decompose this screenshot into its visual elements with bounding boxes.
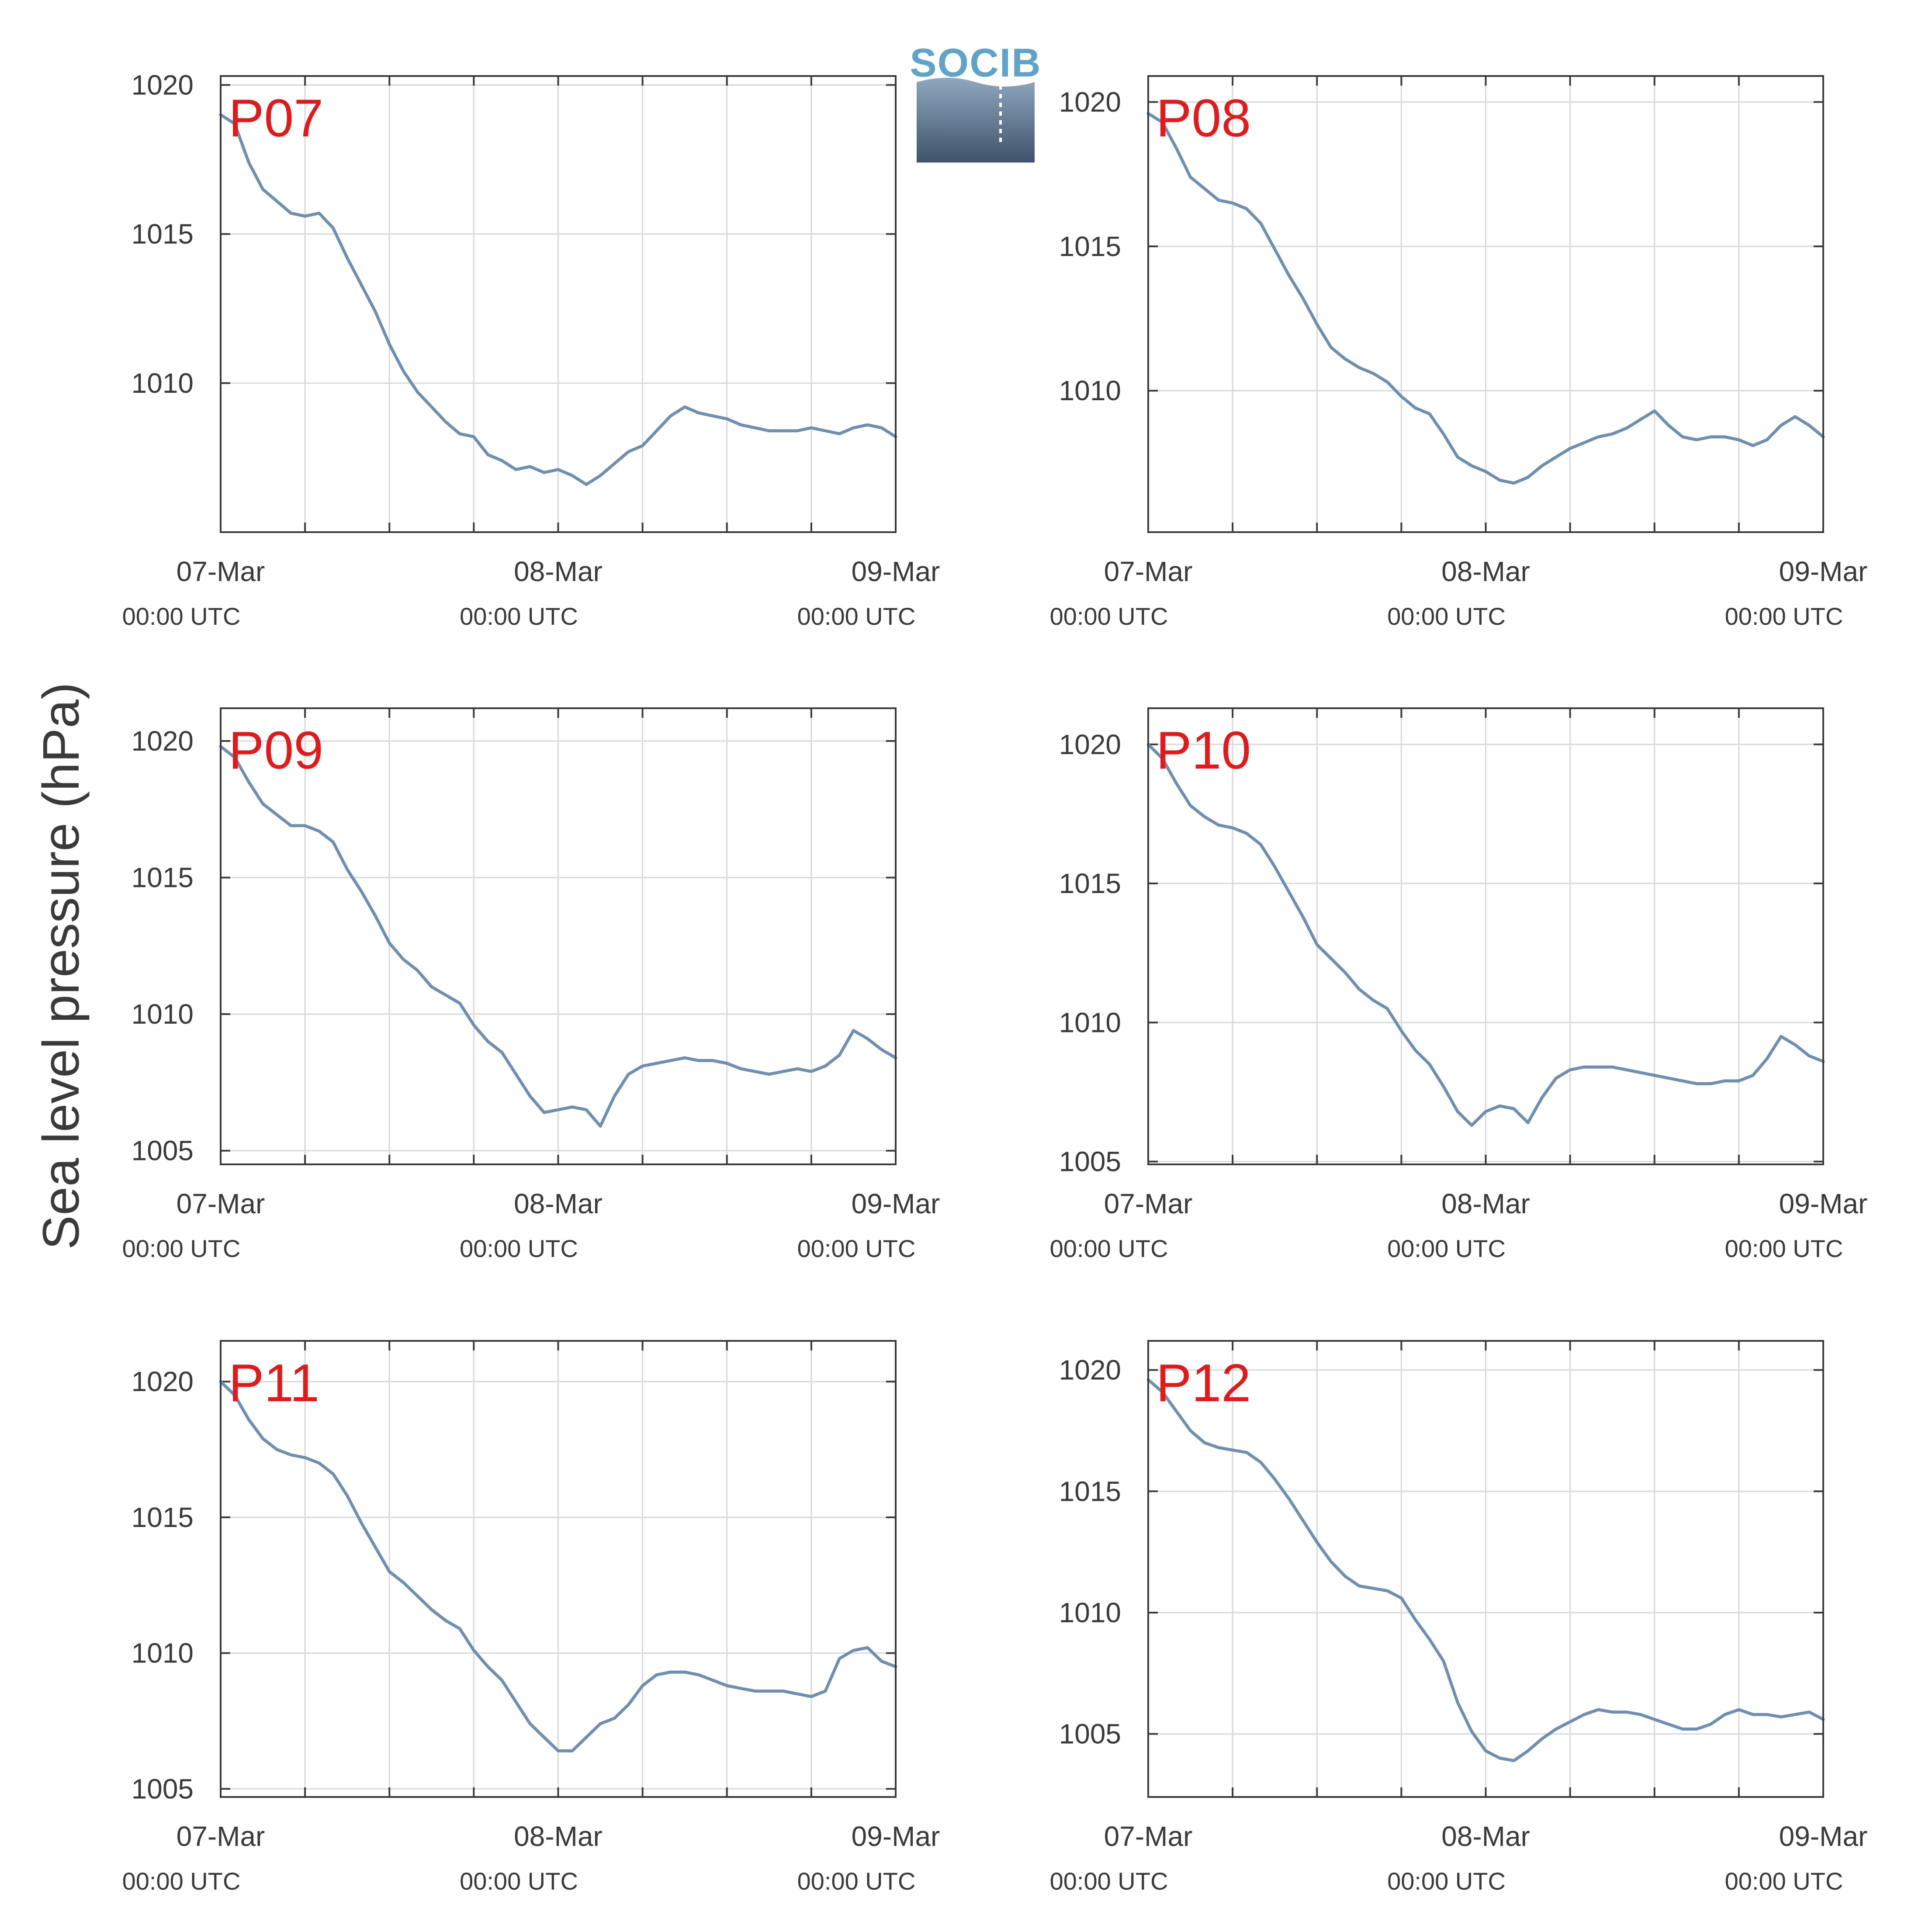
plot-frame xyxy=(220,1340,897,1798)
y-axis-label: Sea level pressure (hPa) xyxy=(32,682,90,1250)
x-tick-label: 07-Mar xyxy=(177,1188,265,1219)
panel-label-p07: P07 xyxy=(229,88,323,148)
x-tick-label: 08-Mar xyxy=(514,1188,603,1219)
x-tick-sublabel: 00:00 UTC xyxy=(1387,602,1506,630)
x-tick-label: 08-Mar xyxy=(1441,1821,1530,1852)
y-tick-label: 1020 xyxy=(1059,729,1121,760)
series-line-p10 xyxy=(1146,743,1825,1127)
series-line-p07 xyxy=(219,113,897,486)
y-tick-label: 1015 xyxy=(1059,1475,1121,1507)
x-tick-label: 07-Mar xyxy=(177,556,265,587)
x-tick-sublabel: 00:00 UTC xyxy=(797,602,916,630)
y-tick-label: 1020 xyxy=(132,725,194,757)
panel-label-p09: P09 xyxy=(229,720,323,780)
series-line-p09 xyxy=(219,745,897,1128)
x-tick-label: 07-Mar xyxy=(1104,556,1193,587)
x-tick-sublabel: 00:00 UTC xyxy=(1050,1867,1168,1895)
x-tick-label: 08-Mar xyxy=(514,556,603,587)
x-tick-sublabel: 00:00 UTC xyxy=(122,1867,241,1895)
x-tick-label: 08-Mar xyxy=(1441,556,1530,587)
x-tick-label: 07-Mar xyxy=(1104,1821,1193,1852)
x-tick-sublabel: 00:00 UTC xyxy=(1725,1235,1843,1262)
plot-frame xyxy=(220,75,897,533)
plot-frame xyxy=(1147,75,1824,533)
y-tick-label: 1005 xyxy=(1059,1718,1121,1750)
panel-label-p11: P11 xyxy=(229,1353,319,1413)
y-tick-label: 1005 xyxy=(132,1135,194,1167)
panel-p12: 1005 1010 1015 1020 07-Mar 00:00 UTC 08-Mar 00:… xyxy=(1050,1340,1868,1895)
y-tick-label: 1020 xyxy=(1059,86,1121,118)
y-tick-label: 1005 xyxy=(1059,1146,1121,1177)
x-tick-label: 09-Mar xyxy=(852,1188,940,1219)
series-line-p12 xyxy=(1146,1378,1825,1762)
series-line-p11 xyxy=(219,1380,897,1752)
panel-label-p08: P08 xyxy=(1156,88,1251,148)
x-tick-sublabel: 00:00 UTC xyxy=(122,1235,241,1262)
x-tick-label: 08-Mar xyxy=(514,1821,603,1852)
x-tick-label: 09-Mar xyxy=(1779,1821,1868,1852)
plot-frame xyxy=(1147,707,1824,1165)
y-tick-label: 1015 xyxy=(132,862,194,893)
y-tick-label: 1020 xyxy=(132,69,194,100)
panels: 1010 1015 1020 07-Mar 00:00 UTC 08-Mar 00:00 U… xyxy=(122,69,1868,1895)
y-tick-label: 1015 xyxy=(132,1502,194,1533)
y-tick-label: 1010 xyxy=(1059,375,1121,406)
y-tick-label: 1005 xyxy=(132,1773,194,1804)
y-tick-label: 1010 xyxy=(132,367,194,399)
x-tick-sublabel: 00:00 UTC xyxy=(1387,1867,1506,1895)
panel-label-p10: P10 xyxy=(1156,720,1251,780)
y-tick-label: 1010 xyxy=(132,1638,194,1669)
panel-p09: 1005 1010 1015 1020 07-Mar 00:00 UTC 08-Mar 00:… xyxy=(122,707,940,1262)
x-tick-sublabel: 00:00 UTC xyxy=(1725,1867,1843,1895)
x-tick-label: 09-Mar xyxy=(852,556,940,587)
x-tick-label: 09-Mar xyxy=(852,1821,940,1852)
series-line-p08 xyxy=(1146,112,1825,485)
x-tick-label: 09-Mar xyxy=(1779,556,1868,587)
panel-p08: 1010 1015 1020 07-Mar 00:00 UTC 08-Mar 00:00 U… xyxy=(1050,75,1868,630)
plot-frame xyxy=(220,707,897,1165)
x-tick-sublabel: 00:00 UTC xyxy=(797,1235,916,1262)
x-tick-label: 09-Mar xyxy=(1779,1188,1868,1219)
y-tick-label: 1015 xyxy=(132,218,194,250)
y-tick-label: 1010 xyxy=(132,998,194,1030)
x-tick-sublabel: 00:00 UTC xyxy=(1725,602,1843,630)
plot-frame xyxy=(1147,1340,1824,1798)
y-tick-label: 1010 xyxy=(1059,1597,1121,1628)
panel-p07: 1010 1015 1020 07-Mar 00:00 UTC 08-Mar 00:00 U… xyxy=(122,69,940,630)
socib-logo-wave xyxy=(917,78,1035,163)
panel-p10: 1005 1010 1015 1020 07-Mar 00:00 UTC 08-Mar 00:… xyxy=(1050,707,1868,1262)
x-tick-sublabel: 00:00 UTC xyxy=(1387,1235,1506,1262)
y-tick-label: 1015 xyxy=(1059,231,1121,262)
x-tick-sublabel: 00:00 UTC xyxy=(460,1867,578,1895)
panel-p11: 1005 1010 1015 1020 07-Mar 00:00 UTC 08-Mar 00:… xyxy=(122,1340,940,1895)
x-tick-label: 08-Mar xyxy=(1441,1188,1530,1219)
x-tick-sublabel: 00:00 UTC xyxy=(1050,1235,1168,1262)
x-tick-sublabel: 00:00 UTC xyxy=(460,1235,578,1262)
y-tick-label: 1020 xyxy=(1059,1354,1121,1386)
y-tick-label: 1010 xyxy=(1059,1007,1121,1038)
panel-label-p12: P12 xyxy=(1156,1353,1251,1413)
y-tick-label: 1020 xyxy=(132,1366,194,1397)
socib-logo-text: SOCIB xyxy=(910,41,1041,85)
x-tick-label: 07-Mar xyxy=(1104,1188,1193,1219)
x-tick-sublabel: 00:00 UTC xyxy=(1050,602,1168,630)
x-tick-sublabel: 00:00 UTC xyxy=(797,1867,916,1895)
x-tick-sublabel: 00:00 UTC xyxy=(460,602,578,630)
x-tick-label: 07-Mar xyxy=(177,1821,265,1852)
socib-logo: SOCIB xyxy=(910,41,1041,163)
y-tick-label: 1015 xyxy=(1059,868,1121,899)
x-tick-sublabel: 00:00 UTC xyxy=(122,602,241,630)
